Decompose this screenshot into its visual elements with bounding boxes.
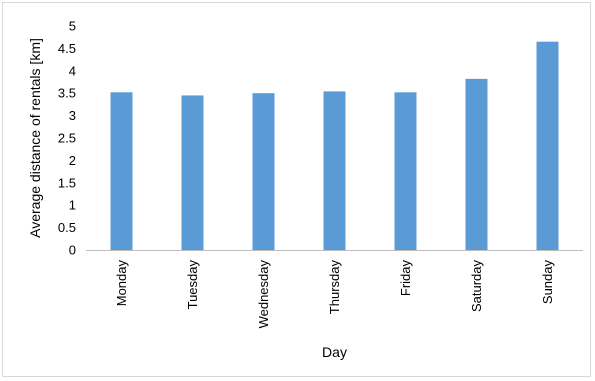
x-tick-label-thursday: Thursday bbox=[327, 260, 342, 315]
y-tick-label: 3 bbox=[69, 108, 76, 123]
y-tick-label: 2 bbox=[69, 153, 76, 168]
y-tick-labels: 0 0.5 1 1.5 2 2.5 3 3.5 4 4.5 5 bbox=[58, 19, 76, 258]
y-tick-label: 2.5 bbox=[58, 131, 76, 146]
bar-saturday bbox=[465, 78, 488, 250]
bar-thursday bbox=[323, 91, 346, 251]
x-tick-label-sunday: Sunday bbox=[540, 260, 555, 305]
x-tick-label-friday: Friday bbox=[398, 260, 413, 297]
x-tick-label-monday: Monday bbox=[114, 260, 129, 307]
x-tick-label-saturday: Saturday bbox=[469, 260, 484, 313]
y-axis-title: Average distance of rentals [km] bbox=[27, 38, 43, 238]
y-tick-label: 0 bbox=[69, 243, 76, 258]
x-tick-label-wednesday: Wednesday bbox=[256, 260, 271, 329]
bar-tuesday bbox=[181, 95, 204, 250]
bar-wednesday bbox=[252, 93, 275, 250]
y-tick-label: 4.5 bbox=[58, 41, 76, 56]
x-tick-labels: Monday Tuesday Wednesday Thursday Friday Satu… bbox=[114, 260, 555, 329]
x-axis-title: Day bbox=[322, 344, 347, 360]
x-tick-label-tuesday: Tuesday bbox=[185, 260, 200, 310]
y-tick-label: 3.5 bbox=[58, 86, 76, 101]
y-tick-label: 1 bbox=[69, 198, 76, 213]
y-tick-label: 0.5 bbox=[58, 220, 76, 235]
y-tick-label: 5 bbox=[69, 19, 76, 34]
bars-group bbox=[110, 41, 559, 251]
bar-friday bbox=[394, 92, 417, 250]
y-tick-label: 4 bbox=[69, 63, 76, 78]
y-tick-label: 1.5 bbox=[58, 175, 76, 190]
bar-sunday bbox=[536, 41, 559, 251]
chart-frame bbox=[2, 2, 591, 377]
bar-monday bbox=[110, 92, 133, 250]
